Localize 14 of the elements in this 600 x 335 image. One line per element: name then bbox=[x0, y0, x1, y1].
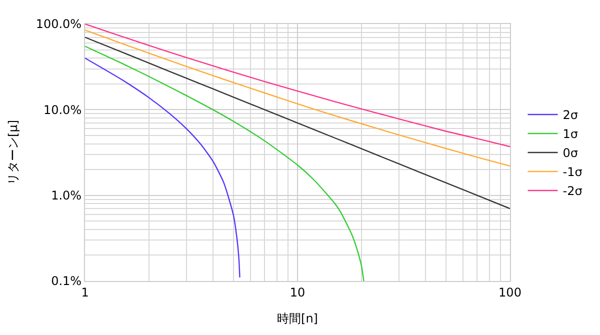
x-tick-label: 1 bbox=[81, 285, 89, 300]
y-tick-label: 10.0% bbox=[43, 102, 82, 117]
x-tick-label: 10 bbox=[290, 285, 306, 300]
legend-label: -1σ bbox=[562, 165, 583, 180]
legend-label: -2σ bbox=[562, 184, 583, 198]
legend-label: 1σ bbox=[562, 127, 578, 142]
legend-label: 0σ bbox=[562, 146, 578, 160]
x-axis-title: 時間[n] bbox=[277, 311, 318, 326]
x-tick-label: 100 bbox=[498, 285, 522, 300]
y-tick-label: 100.0% bbox=[36, 17, 82, 32]
y-tick-label: 1.0% bbox=[51, 188, 82, 203]
y-tick-label: 0.1% bbox=[51, 274, 82, 288]
y-axis-title: リターン[μ] bbox=[6, 120, 20, 185]
legend-label: 2σ bbox=[562, 108, 578, 122]
